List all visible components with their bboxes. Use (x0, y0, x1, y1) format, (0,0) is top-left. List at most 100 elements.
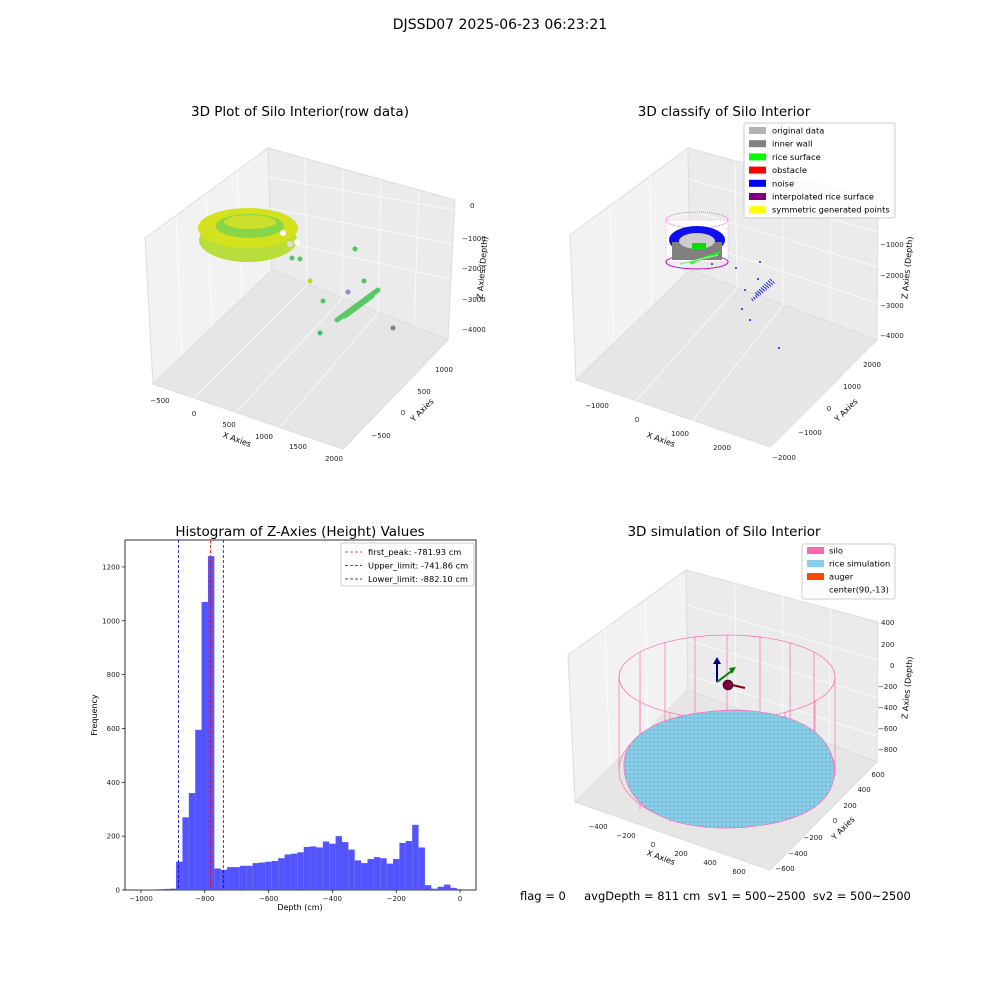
simulation-xtick: −200 (616, 832, 635, 840)
classify-z-ticks: 0 −1000 −2000 −3000 −4000 (880, 208, 904, 340)
histogram-bar (227, 867, 234, 890)
histogram-ytick-label: 600 (107, 725, 120, 733)
histogram-bar (450, 887, 457, 890)
simulation-auger (713, 657, 746, 691)
histogram-bar (393, 859, 400, 890)
simulation-ztick: 400 (881, 619, 894, 627)
raw-ztick: −2000 (462, 265, 486, 273)
histogram-bar (367, 859, 374, 890)
simulation-xtick: 600 (732, 868, 745, 876)
simulation-ztick: −200 (878, 683, 897, 691)
histogram-y-ticks: 0 200 400 600 800 1000 1200 (102, 563, 125, 895)
classify-ytick: −2000 (772, 454, 796, 462)
raw-zlabel: Z Axies (Depth) (475, 236, 489, 299)
classify-noise-cluster (751, 277, 775, 302)
classify-legend-swatch (749, 193, 766, 200)
histogram-bar (424, 885, 432, 890)
histogram-xtick-label: −200 (387, 895, 406, 903)
raw-xtick: 1000 (255, 433, 273, 441)
classify-legend-swatch (749, 140, 766, 148)
histogram-bar (284, 854, 291, 890)
histogram-bar (252, 863, 260, 890)
raw-x-ticks: −500 0 500 1000 1500 2000 (150, 397, 343, 463)
classify-3d-panel: 3D classify of Silo Interior (569, 104, 915, 462)
raw-xtick: 2000 (325, 455, 343, 463)
histogram-bar (431, 888, 438, 890)
histogram-bar (303, 846, 311, 890)
histogram-bar (144, 889, 151, 890)
histogram-bar (239, 865, 247, 890)
histogram-bar (297, 852, 304, 890)
classify-legend-label: rice surface (772, 152, 821, 162)
classify-legend-label: interpolated rice surface (772, 192, 874, 202)
histogram-bar (176, 861, 183, 890)
classify-legend-swatch (749, 206, 766, 214)
histogram-bar (444, 884, 451, 890)
raw-y-ticks: −500 0 500 1000 (371, 366, 453, 440)
simulation-ztick: −600 (878, 725, 897, 733)
classify-legend-swatch (749, 127, 766, 134)
histogram-bar (437, 886, 445, 890)
classify-panel-title: 3D classify of Silo Interior (638, 104, 811, 120)
histogram-bar (316, 847, 323, 890)
simulation-ztick: −400 (878, 704, 897, 712)
histogram-xtick-label: −400 (323, 895, 342, 903)
raw-ytick: 500 (417, 388, 430, 396)
classify-ylabel: Y Axies (832, 397, 860, 425)
raw-3d-panel: 3D Plot of Silo Interior(row data) −500 (144, 104, 490, 463)
histogram-bar (246, 865, 253, 890)
histogram-legend: first_peak: -781.93 cm Upper_limit: -741.… (340, 542, 475, 587)
histogram-bar (156, 889, 164, 890)
histogram-bar (182, 817, 189, 890)
simulation-ytick: 400 (857, 786, 870, 794)
histogram-bar (373, 857, 381, 890)
simulation-legend-label: auger (829, 572, 854, 582)
histogram-xtick-label: −800 (195, 895, 214, 903)
histogram-bar (259, 862, 266, 890)
histogram-legend-label: Upper_limit: -741.86 cm (368, 561, 468, 571)
histogram-ylabel: Frequency (90, 694, 99, 736)
histogram-bar (354, 860, 362, 890)
raw-ztick: −3000 (462, 296, 486, 304)
histogram-title: Histogram of Z-Axies (Height) Values (175, 524, 424, 540)
raw-xtick: −500 (150, 397, 169, 405)
histogram-ytick-label: 400 (107, 779, 120, 787)
raw-ytick: −500 (371, 432, 390, 440)
classify-legend-swatch (749, 166, 766, 174)
histogram-xtick-label: −600 (259, 895, 278, 903)
simulation-z-ticks: 400 200 0 −200 −400 −600 −800 (878, 619, 897, 754)
histogram-plot-area (124, 539, 477, 891)
histogram-bar (163, 888, 170, 890)
raw-line-cluster (334, 287, 381, 323)
classify-legend-swatch (749, 179, 766, 187)
simulation-zlabel: Z Axies (Depth) (900, 656, 914, 719)
histogram-bar (322, 841, 330, 890)
histogram-bar (380, 858, 387, 890)
raw-xtick: 0 (192, 410, 196, 418)
classify-legend: original data inner wall rice surface obsta… (743, 122, 896, 219)
classify-legend-label: noise (772, 178, 794, 188)
histogram-x-ticks: −1000 −800 −600 −400 −200 0 (129, 890, 462, 903)
histogram-bar (188, 793, 196, 890)
histogram-bar (169, 888, 177, 890)
histogram-bar (265, 861, 272, 890)
simulation-ytick: 200 (843, 802, 856, 810)
histogram-ytick-label: 200 (107, 833, 120, 841)
histogram-bar (405, 841, 413, 890)
classify-xtick: −1000 (585, 402, 609, 410)
histogram-bar (361, 863, 368, 890)
simulation-xlabel: X Axies (645, 848, 676, 867)
simulation-ytick: 0 (833, 817, 837, 825)
histogram-bar (220, 869, 228, 890)
classify-ztick: −2000 (880, 272, 904, 280)
histogram-bar (329, 843, 336, 890)
raw-xlabel: X Axies (221, 430, 252, 449)
raw-ztick: −4000 (462, 326, 486, 334)
simulation-xtick: 400 (703, 859, 716, 867)
histogram-bar (412, 824, 419, 890)
histogram-ytick-label: 0 (116, 887, 120, 895)
histogram-bar (456, 889, 464, 890)
histogram-legend-label: first_peak: -781.93 cm (368, 547, 461, 557)
classify-ztick: −3000 (880, 302, 904, 310)
classify-y-ticks: −2000 −1000 0 1000 2000 (772, 361, 881, 462)
